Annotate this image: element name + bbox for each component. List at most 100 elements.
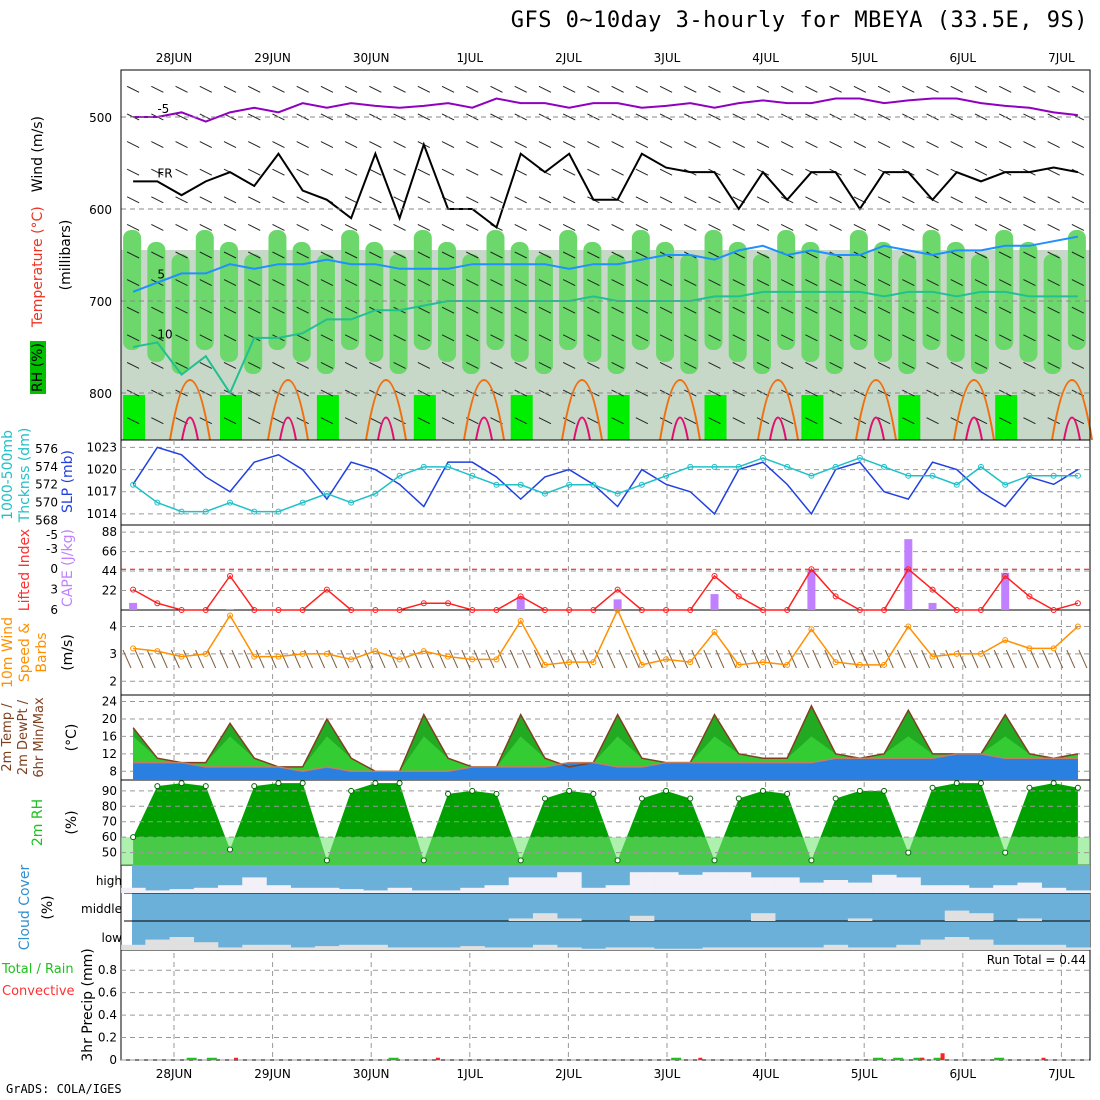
- wind-barb: [780, 85, 794, 93]
- wind-barb: [950, 306, 963, 314]
- wind-barb: [175, 334, 188, 342]
- li-line-point: [663, 607, 670, 613]
- cloud-bar-high: [411, 890, 437, 893]
- wind-barb: [562, 85, 576, 93]
- ytick-pressure: 500: [89, 111, 112, 125]
- wind-barb: [853, 279, 867, 287]
- precip-bar-total: [206, 1057, 217, 1060]
- thickness-line-point: [590, 481, 597, 488]
- wind-barb: [514, 168, 527, 176]
- rh-point: [929, 784, 936, 791]
- wind-barb: [562, 196, 576, 204]
- precip-bar-total: [186, 1057, 197, 1060]
- ylabel-cloud: Cloud Cover: [17, 864, 33, 951]
- rh-shading-saturated: [607, 395, 630, 440]
- date-label-bottom: 28JUN: [156, 1067, 193, 1081]
- wind-barb: [296, 168, 309, 176]
- wind-barb: [732, 223, 745, 231]
- wind-barb: [877, 417, 891, 425]
- wind-barb: [805, 223, 818, 231]
- wind-barb: [344, 306, 358, 314]
- wind-barb: [320, 168, 334, 176]
- rh-shading-moist: [849, 230, 868, 350]
- legend-total-rain: Total / Rain: [2, 962, 74, 977]
- wind-barb: [998, 362, 1012, 369]
- cloud-bar-high: [1017, 882, 1042, 893]
- wind-barb: [296, 306, 309, 314]
- wind-barb: [805, 279, 818, 287]
- wind-barb: [877, 279, 891, 287]
- cloud-bar-low: [339, 944, 364, 950]
- li-line-point: [202, 607, 209, 613]
- wind-barb-10m: [618, 649, 628, 669]
- wind-barb: [732, 113, 745, 121]
- ytick-temp: 8: [109, 764, 117, 778]
- wind-barb: [417, 196, 431, 204]
- wind-barb-10m: [582, 649, 592, 669]
- li-line-point: [323, 586, 330, 593]
- isotherm-20: [1063, 416, 1081, 441]
- wind-barb: [708, 362, 721, 369]
- rh-point: [251, 783, 258, 790]
- isotherm--5: [133, 97, 1079, 123]
- thickness-line-point: [348, 499, 355, 506]
- precip-bar-convective: [698, 1057, 703, 1060]
- wind-barb: [587, 417, 600, 425]
- wind-barb: [708, 223, 721, 231]
- wind-barb: [369, 141, 382, 148]
- wind-barb-10m: [630, 649, 640, 669]
- cloud-bar-middle: [847, 918, 873, 921]
- cloud-bar-high: [847, 882, 873, 893]
- cloud-bar-high: [629, 872, 655, 893]
- wind-barb: [369, 417, 382, 425]
- wind-barb: [223, 251, 237, 259]
- precip-bar-total: [933, 1057, 944, 1060]
- wind-barb: [199, 85, 213, 93]
- ytick-temp: 20: [102, 712, 117, 726]
- wind-barb: [708, 417, 721, 425]
- wind-barb: [635, 223, 649, 231]
- wind-barb: [369, 362, 382, 369]
- wind-barb-10m: [594, 649, 604, 669]
- wind-barb: [1047, 417, 1060, 425]
- wind-speed-line-point: [977, 650, 984, 657]
- wind-barb: [1023, 417, 1036, 425]
- wind-barb: [635, 85, 649, 93]
- wind-barb: [902, 417, 915, 425]
- thickness-line-point: [202, 508, 209, 515]
- date-label-bottom: 2JUL: [555, 1067, 582, 1081]
- wind-barb: [466, 279, 479, 287]
- cloud-background: [132, 865, 1090, 950]
- wind-speed-line-point: [1002, 637, 1009, 644]
- wind-barb: [950, 362, 963, 369]
- wind-barb-10m: [400, 649, 410, 669]
- wind-barb: [248, 168, 261, 176]
- rh-shading-moist: [268, 230, 287, 350]
- wind-barb: [974, 168, 988, 176]
- wind-barb: [708, 196, 721, 204]
- rh-point: [493, 790, 500, 797]
- rh-point: [1050, 780, 1057, 787]
- precip-bar-total: [388, 1057, 399, 1060]
- wind-speed-line-point: [832, 659, 839, 666]
- wind-barb-10m: [1017, 649, 1027, 669]
- cloud-bar-high: [1041, 887, 1067, 893]
- wind-barb: [926, 141, 939, 148]
- wind-barb: [441, 85, 455, 93]
- wind-barb: [126, 141, 140, 148]
- ytick-thickness: 576: [35, 442, 58, 456]
- ylabel-precip: 3hr Precip (mm): [80, 948, 96, 1062]
- wind-barb: [175, 223, 188, 231]
- li-line-point: [1050, 607, 1057, 613]
- wind-barb: [684, 306, 697, 314]
- cloud-bar-high: [484, 885, 509, 893]
- wind-speed-line-point: [178, 653, 185, 660]
- rh-shading-moist: [631, 230, 650, 350]
- isotherm-15: [953, 379, 995, 441]
- wind-barb: [635, 113, 649, 121]
- wind-speed-line-point: [1026, 645, 1033, 652]
- wind-barb: [344, 196, 358, 204]
- cloud-bar-high: [750, 877, 776, 893]
- thickness-line-point: [566, 481, 573, 488]
- cloud-bar-high: [678, 874, 703, 893]
